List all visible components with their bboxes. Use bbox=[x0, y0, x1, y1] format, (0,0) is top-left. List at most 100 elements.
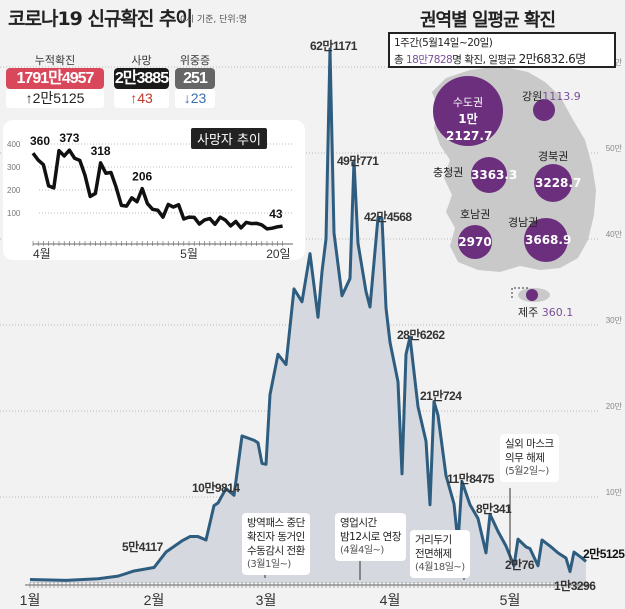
annotation-line: 방역패스 중단 bbox=[247, 517, 305, 529]
annotation-line: 밤12시로 연장 bbox=[340, 531, 402, 543]
data-label: 11만8475 bbox=[447, 472, 494, 486]
x-tick-label: 1월 bbox=[20, 592, 41, 608]
region-jeju: 제주 360.1 bbox=[518, 304, 573, 320]
deaths-chart-title: 사망자 추이 bbox=[191, 128, 267, 149]
annotation-hours-extension: 영업시간 밤12시로 연장 (4월4일~) bbox=[335, 513, 406, 561]
region-gangwon: 강원1113.9 bbox=[522, 88, 581, 104]
x-tick-label: 3월 bbox=[256, 592, 277, 608]
region-gyeongbuk-name: 경북권 bbox=[538, 150, 569, 163]
data-label: 62만1171 bbox=[310, 39, 357, 53]
page-title: 코로나19 신규확진 추이 bbox=[8, 8, 193, 30]
deaths-data-label: 318 bbox=[91, 144, 111, 158]
region-chungcheong-name: 충청권 bbox=[433, 166, 464, 179]
region-value: 360.1 bbox=[541, 306, 574, 319]
weekly-average: 2만6832.6명 bbox=[518, 52, 587, 66]
region-value: 1113.9 bbox=[542, 90, 581, 103]
y-tick-label: 50만 bbox=[606, 144, 623, 153]
annotation-line: 의무 해제 bbox=[505, 452, 545, 464]
deaths-line bbox=[31, 148, 283, 231]
region-bubble-4 bbox=[458, 225, 492, 259]
annotation-date: (5월2일~) bbox=[505, 466, 549, 477]
cumulative-change: ↑2만5125 bbox=[6, 89, 104, 108]
region-bubble-3 bbox=[534, 164, 572, 202]
annotation-line: 영업시간 bbox=[340, 517, 377, 529]
unit-note: 0시 기준, 단위:명 bbox=[180, 15, 248, 25]
annotation-date: (4월4일~) bbox=[340, 545, 384, 556]
data-label: 2만76 bbox=[505, 558, 535, 572]
summary-prefix: 총 bbox=[394, 54, 406, 66]
region-name: 수도권 bbox=[452, 96, 484, 109]
region-bubble-5 bbox=[524, 218, 568, 262]
deaths-label: 사망 bbox=[131, 54, 152, 67]
region-value: 1만2127.7 bbox=[446, 112, 493, 143]
annotation-pass-suspension: 방역패스 중단 확진자 동거인 수동감시 전환 (3월1일~) bbox=[242, 513, 310, 575]
critical-change: ↓23 bbox=[175, 89, 215, 108]
region-bubble-1 bbox=[533, 99, 555, 121]
cumulative-value: 1791만4957 bbox=[6, 68, 104, 89]
y-tick-label: 30만 bbox=[606, 316, 623, 325]
annotation-line: 확진자 동거인 bbox=[247, 531, 305, 543]
data-label: 42만4568 bbox=[364, 210, 412, 224]
deaths-data-label: 373 bbox=[59, 131, 79, 145]
region-capital: 수도권 1만2127.7 bbox=[446, 94, 493, 145]
inset-y-tick-label: 300 bbox=[7, 163, 21, 172]
region-name: 강원 bbox=[522, 90, 543, 103]
y-tick-label: 20만 bbox=[606, 402, 623, 411]
y-tick-label: 40만 bbox=[606, 230, 623, 239]
annotation-distancing-lifted: 거리두기 전면해제 (4월18일~) bbox=[410, 530, 470, 578]
region-honam-name: 호남권 bbox=[460, 208, 491, 221]
region-honam-value: 2970 bbox=[458, 235, 492, 249]
region-bubble-2 bbox=[471, 157, 507, 193]
weekly-summary-box: 1주간(5월14일~20일) 총 18만7828명 확진, 일평균 2만6832… bbox=[388, 32, 616, 68]
deaths-data-label: 206 bbox=[132, 170, 152, 184]
annotation-date: (4월18일~) bbox=[415, 562, 465, 573]
deaths-inset: 100 200 300 400 360 373 318 206 43 4월 5월 20일 사망자 추이 bbox=[3, 120, 305, 261]
data-label: 10만9814 bbox=[192, 481, 240, 495]
cases-area bbox=[30, 48, 586, 583]
region-gyeongnam-name: 경남권 bbox=[508, 216, 539, 229]
data-label: 5만4117 bbox=[122, 540, 163, 554]
region-name: 제주 bbox=[518, 306, 539, 319]
deaths-chart: 100 200 300 400 360 373 318 206 43 4월 5월 20일 bbox=[7, 131, 293, 261]
regional-title: 권역별 일평균 확진 bbox=[420, 10, 556, 31]
jeju-dash bbox=[511, 287, 530, 298]
annotation-line: 전면해제 bbox=[415, 548, 452, 560]
weekly-total: 18만7828 bbox=[406, 54, 453, 66]
annotation-line: 수동감시 전환 bbox=[247, 545, 305, 557]
inset-x-tick-label: 5월 bbox=[180, 247, 198, 260]
region-gyeongbuk-value: 3228.7 bbox=[535, 176, 582, 190]
x-tick-label: 4월 bbox=[380, 592, 401, 608]
x-tick-label: 5월 bbox=[500, 592, 521, 608]
data-label: 49만771 bbox=[337, 154, 379, 168]
region-gyeongnam-value: 3668.9 bbox=[525, 233, 572, 247]
x-tick-label: 2월 bbox=[144, 592, 165, 608]
region-chungcheong-value: 3363.3 bbox=[471, 168, 518, 182]
deaths-value: 2만3885 bbox=[114, 68, 169, 89]
deaths-change: ↑43 bbox=[114, 89, 169, 108]
region-bubble-0 bbox=[433, 76, 503, 146]
inset-y-tick-label: 400 bbox=[7, 140, 21, 149]
cumulative-label: 누적확진 bbox=[34, 54, 76, 67]
deaths-data-label: 360 bbox=[30, 134, 50, 148]
critical-label: 위중증 bbox=[179, 54, 211, 67]
critical-value: 251 bbox=[175, 68, 215, 89]
inset-y-tick-label: 100 bbox=[7, 209, 21, 218]
data-label: 1만3296 bbox=[554, 579, 596, 593]
weekly-period: 1주간(5월14일~20일) bbox=[394, 37, 493, 49]
data-label: 28만6262 bbox=[397, 328, 445, 342]
summary-mid: 명 확진, 일평균 bbox=[452, 54, 519, 66]
y-tick-label: 10만 bbox=[606, 488, 623, 497]
annotation-outdoor-mask: 실외 마스크 의무 해제 (5월2일~) bbox=[500, 434, 559, 482]
data-label: 21만724 bbox=[420, 389, 462, 403]
annotation-date: (3월1일~) bbox=[247, 559, 291, 570]
region-bubble-6 bbox=[526, 289, 538, 301]
data-label: 8만341 bbox=[476, 502, 512, 516]
inset-y-tick-label: 200 bbox=[7, 186, 21, 195]
inset-x-tick-label: 20일 bbox=[266, 247, 290, 260]
data-label: 2만5125 bbox=[583, 547, 625, 561]
annotation-line: 거리두기 bbox=[415, 534, 452, 546]
inset-x-tick-label: 4월 bbox=[33, 247, 51, 260]
deaths-data-label: 43 bbox=[269, 207, 283, 221]
annotation-line: 실외 마스크 bbox=[505, 438, 554, 450]
